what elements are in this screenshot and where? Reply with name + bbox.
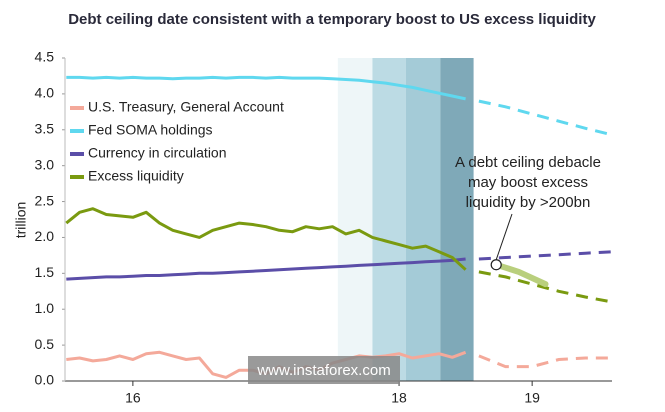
annotation-text: A debt ceiling debacle xyxy=(455,154,601,171)
forecast-line xyxy=(478,99,613,137)
y-tick-label: 2.5 xyxy=(35,192,55,208)
shaded-range xyxy=(372,58,406,381)
shaded-range xyxy=(337,58,373,381)
annotation-text: liquidity by >200bn xyxy=(466,194,591,211)
annotation-leader xyxy=(495,213,513,260)
x-tick-label: 18 xyxy=(391,390,407,406)
boost-line xyxy=(493,261,549,288)
legend-label: U.S. Treasury, General Account xyxy=(88,99,284,115)
series-line xyxy=(65,207,467,271)
annotation-text: may boost excess xyxy=(468,174,588,191)
y-tick-label: 1.5 xyxy=(35,264,55,280)
y-tick-label: 3.5 xyxy=(35,120,55,136)
y-tick-label: 1.0 xyxy=(35,300,55,316)
forecast-line xyxy=(478,354,612,369)
x-tick-label: 19 xyxy=(524,390,540,406)
watermark-box xyxy=(248,356,400,384)
y-axis-label: trillion xyxy=(13,202,29,239)
y-tick-label: 4.0 xyxy=(35,85,55,101)
y-tick-label: 3.0 xyxy=(35,156,55,172)
y-tick-label: 2.0 xyxy=(35,228,55,244)
shaded-range xyxy=(440,58,474,381)
watermark: www.instaforex.com xyxy=(256,362,390,379)
chart-title: Debt ceiling date consistent with a temp… xyxy=(68,11,596,28)
y-tick-label: 0.0 xyxy=(35,372,55,388)
annotation-point xyxy=(490,259,502,271)
legend-label: Currency in circulation xyxy=(88,145,227,161)
forecast-line xyxy=(478,250,613,261)
series-line xyxy=(66,75,466,101)
x-tick-label: 16 xyxy=(125,390,141,406)
legend-label: Fed SOMA holdings xyxy=(88,122,213,138)
legend-label: Excess liquidity xyxy=(88,168,184,184)
shaded-range xyxy=(405,58,441,381)
series-line xyxy=(66,257,466,281)
y-tick-label: 4.5 xyxy=(35,49,55,65)
forecast-line xyxy=(478,270,613,304)
y-tick-label: 0.5 xyxy=(35,336,55,352)
